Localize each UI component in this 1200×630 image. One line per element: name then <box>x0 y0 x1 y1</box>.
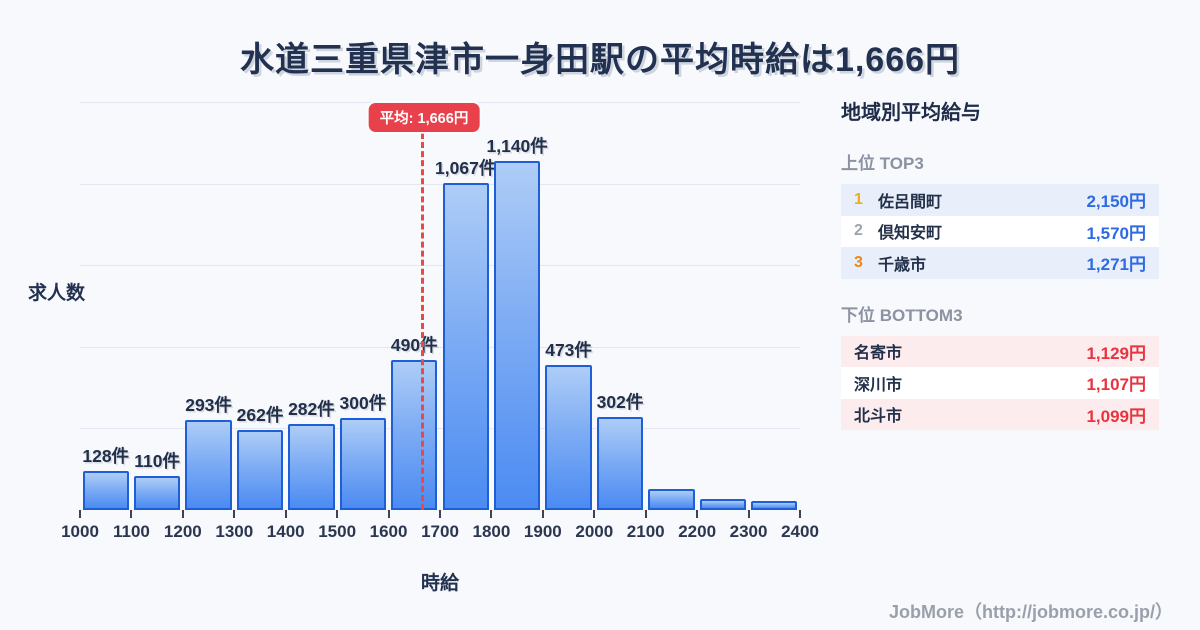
x-tick-label: 1600 <box>369 522 408 541</box>
region-salary-value: 1,129円 <box>1086 343 1146 363</box>
bar-value-label: 293件 <box>185 395 232 415</box>
histogram-bar <box>699 499 747 510</box>
x-tick-label: 1200 <box>163 522 202 541</box>
x-tick-label: 1900 <box>523 522 562 541</box>
histogram-bar <box>493 161 541 510</box>
x-tick-mark <box>799 510 801 518</box>
rank-row: 1 佐呂間町 2,150円 <box>841 184 1159 216</box>
x-tick-mark <box>284 510 287 518</box>
bar-value-label: 1,067件 <box>435 158 497 178</box>
x-tick-mark <box>387 510 390 518</box>
x-tick-mark <box>130 510 133 518</box>
top3-table: 1 佐呂間町 2,150円 2 倶知安町 1,570円 3 千歳市 1,271円 <box>841 184 1159 279</box>
histogram-bar <box>236 430 284 510</box>
x-tick-label: 2200 <box>678 522 717 541</box>
x-tick-label: 2400 <box>781 522 819 541</box>
region-name: 北斗市 <box>854 408 903 426</box>
rank-number: 1 <box>854 190 863 208</box>
x-tick-mark <box>439 510 441 518</box>
x-tick-mark <box>181 510 184 518</box>
region-salary-value: 1,099円 <box>1086 406 1146 426</box>
ranking-panel-title: 地域別平均給与 <box>841 102 981 124</box>
region-name: 倶知安町 <box>878 225 943 243</box>
x-tick-label: 1700 <box>421 522 459 541</box>
histogram-bar <box>596 417 644 510</box>
x-axis-label: 時給 <box>420 573 459 594</box>
gridline <box>80 102 800 103</box>
bar-value-label: 1,140件 <box>486 136 548 156</box>
y-axis-label: 求人数 <box>28 283 86 304</box>
region-name: 佐呂間町 <box>878 193 943 211</box>
region-name: 深川市 <box>854 376 903 394</box>
bar-value-label: 262件 <box>236 405 284 425</box>
histogram-plot: 128件 110件 293件 262件 282件 300件 490件 1,067件 1,140件… <box>61 102 819 541</box>
region-salary-value: 1,271円 <box>1086 255 1146 275</box>
region-salary-value: 1,570円 <box>1086 223 1146 243</box>
x-tick-mark <box>593 510 596 518</box>
histogram-bar <box>185 420 232 510</box>
bar-value-label: 110件 <box>134 451 181 471</box>
rank-number: 2 <box>854 222 863 240</box>
rank-row: 2 倶知安町 1,570円 <box>841 215 1159 247</box>
histogram-bar <box>545 365 592 510</box>
average-line <box>421 133 424 510</box>
bar-value-label: 300件 <box>339 393 387 413</box>
rank-row: 3 千歳市 1,271円 <box>841 247 1159 279</box>
x-tick-mark <box>490 510 493 518</box>
x-tick-mark <box>747 510 750 518</box>
gridline <box>80 346 800 348</box>
x-tick-mark <box>79 510 81 518</box>
gridline <box>80 265 800 267</box>
attribution-footer: JobMore（http://jobmore.co.jp/） <box>889 602 1173 622</box>
x-tick-mark <box>696 510 699 518</box>
x-tick-label: 2000 <box>575 522 614 541</box>
x-tick-mark <box>233 510 236 518</box>
x-tick-label: 2300 <box>729 522 768 541</box>
bar-value-label: 302件 <box>596 392 644 412</box>
bar-value-label: 128件 <box>82 446 130 466</box>
bar-value-label: 473件 <box>545 340 592 360</box>
x-tick-label: 1400 <box>266 522 305 541</box>
average-badge: 平均: 1,666円 <box>368 103 480 132</box>
bottom3-header: 下位 BOTTOM3 <box>841 305 963 325</box>
x-tick-label: 1100 <box>112 522 150 541</box>
histogram-bar <box>339 418 387 510</box>
x-tick-label: 2100 <box>626 522 665 541</box>
histogram-bar <box>133 476 181 510</box>
region-salary-value: 1,107円 <box>1086 375 1146 395</box>
x-tick-mark <box>644 510 647 518</box>
bar-value-label: 490件 <box>390 335 438 355</box>
page-title: 水道三重県津市一身田駅の平均時給は1,666円 <box>239 41 961 79</box>
gridline <box>80 183 800 185</box>
x-tick-label: 1800 <box>472 522 511 541</box>
rank-row: 名寄市 1,129円 <box>841 335 1159 367</box>
top3-header: 上位 TOP3 <box>841 154 924 173</box>
histogram-bar <box>648 489 695 510</box>
region-ranking-panel: 地域別平均給与 上位 TOP3 1 佐呂間町 2,150円 2 倶知安町 1,570円 3 千… <box>841 96 1159 452</box>
x-tick-label: 1500 <box>318 522 357 541</box>
rank-number: 3 <box>854 253 863 271</box>
histogram-bar <box>391 360 438 510</box>
histogram-bar <box>288 424 335 510</box>
x-tick-mark <box>336 510 339 518</box>
x-tick-mark <box>541 510 544 518</box>
bottom3-table: 名寄市 1,129円深川市 1,107円北斗市 1,099円 <box>841 335 1159 430</box>
region-name: 名寄市 <box>854 345 903 363</box>
x-tick-label: 1300 <box>215 522 254 541</box>
bar-value-label: 282件 <box>288 399 335 419</box>
region-salary-value: 2,150円 <box>1086 192 1146 212</box>
rank-row: 深川市 1,107円 <box>841 367 1159 399</box>
gridline <box>80 428 800 430</box>
histogram-bar <box>751 501 798 510</box>
histogram-bar <box>82 471 129 510</box>
rank-row: 北斗市 1,099円 <box>841 398 1159 430</box>
x-tick-label: 1000 <box>61 522 99 541</box>
histogram-bar <box>442 183 489 510</box>
region-name: 千歳市 <box>878 256 927 274</box>
